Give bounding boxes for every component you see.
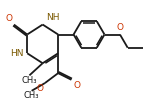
Text: NH: NH: [46, 13, 59, 22]
Text: O: O: [37, 84, 44, 93]
Text: CH₃: CH₃: [22, 76, 37, 85]
Text: HN: HN: [10, 49, 24, 58]
Text: O: O: [117, 23, 123, 32]
Text: CH₃: CH₃: [24, 91, 39, 100]
Text: O: O: [73, 81, 80, 90]
Text: O: O: [6, 14, 13, 23]
